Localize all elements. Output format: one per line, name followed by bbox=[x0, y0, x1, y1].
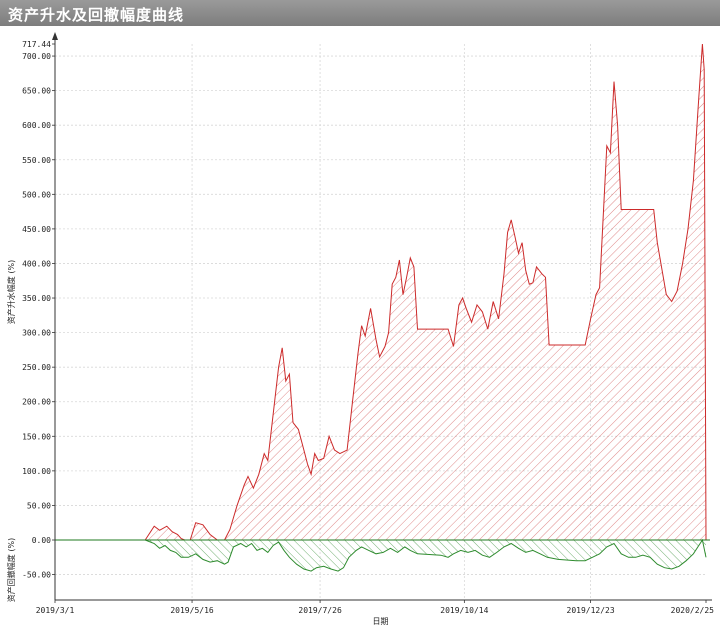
y-tick-label: 500.00 bbox=[22, 190, 51, 199]
axes bbox=[52, 32, 712, 603]
x-tick-label: 2020/2/25 bbox=[671, 606, 715, 615]
y-axis-label-lower: 资产回撤幅度 (%) bbox=[6, 538, 16, 602]
y-tick-label: 700.00 bbox=[22, 52, 51, 61]
y-tick-label: 450.00 bbox=[22, 225, 51, 234]
x-tick-label: 2019/3/1 bbox=[36, 606, 75, 615]
y-tick-label: 600.00 bbox=[22, 121, 51, 130]
gain-area bbox=[145, 44, 706, 540]
y-tick-labels: 717.44 700.00 650.00 600.00 550.00 500.00 450.… bbox=[22, 40, 51, 580]
asset-curve-chart: 717.44 700.00 650.00 600.00 550.00 500.00 450.… bbox=[6, 32, 714, 626]
y-tick-label: 400.00 bbox=[22, 259, 51, 268]
y-tick-label: 717.44 bbox=[22, 40, 51, 49]
x-tick-label: 2019/7/26 bbox=[298, 606, 342, 615]
y-tick-label: 550.00 bbox=[22, 156, 51, 165]
x-tick-label: 2019/5/16 bbox=[170, 606, 214, 615]
y-tick-label: 0.00 bbox=[32, 536, 51, 545]
y-tick-label: 100.00 bbox=[22, 467, 51, 476]
drawdown-line bbox=[145, 538, 707, 572]
y-tick-label: 150.00 bbox=[22, 432, 51, 441]
y-tick-label: 350.00 bbox=[22, 294, 51, 303]
x-tick-label: 2019/10/14 bbox=[440, 606, 488, 615]
drawdown-area bbox=[145, 540, 706, 572]
y-tick-label: 50.00 bbox=[27, 501, 51, 510]
gain-line bbox=[144, 43, 707, 541]
y-tick-label: -50.00 bbox=[22, 571, 51, 580]
y-tick-label: 250.00 bbox=[22, 363, 51, 372]
x-axis-label: 日期 bbox=[373, 617, 389, 626]
x-tick-label: 2019/12/23 bbox=[567, 606, 615, 615]
chart-title: 资产升水及回撤幅度曲线 bbox=[8, 6, 185, 24]
chart-title-bar: 资产升水及回撤幅度曲线 bbox=[0, 0, 720, 26]
y-axis-arrow bbox=[52, 32, 58, 40]
y-axis-label-upper: 资产升水幅度 (%) bbox=[6, 260, 16, 324]
y-tick-label: 300.00 bbox=[22, 329, 51, 338]
y-tick-label: 650.00 bbox=[22, 87, 51, 96]
y-tick-label: 200.00 bbox=[22, 398, 51, 407]
x-tick-labels: 2019/3/1 2019/5/16 2019/7/26 2019/10/14 2019… bbox=[36, 606, 714, 615]
